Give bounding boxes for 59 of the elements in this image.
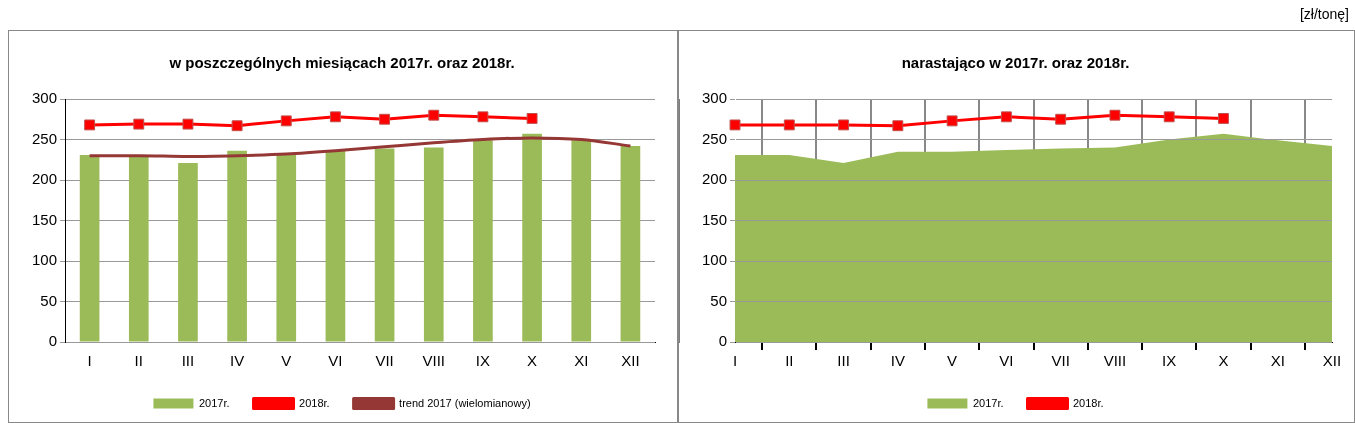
bar — [178, 162, 198, 342]
y-tick-label: 150 — [32, 210, 58, 228]
text: [zł/tonę] — [1299, 6, 1349, 22]
x-tick-label: IV — [230, 352, 245, 370]
y-tick-label: 0 — [48, 332, 58, 350]
x-tick-label: X — [1218, 352, 1229, 370]
legend-label: 2018r. — [1073, 396, 1104, 409]
x-tick-label: XI — [574, 352, 589, 370]
x-tick-label: VIII — [422, 352, 446, 370]
x-tick-label: I — [87, 352, 92, 370]
bar — [473, 140, 493, 342]
x-tick-label: II — [785, 352, 794, 370]
x-tick-label: X — [527, 352, 538, 370]
y-tick-label: 300 — [32, 89, 58, 107]
x-tick-label: V — [947, 352, 958, 370]
x-tick-label: II — [134, 352, 143, 370]
x-tick-label: I — [732, 352, 738, 370]
bar — [128, 155, 149, 342]
x-tick-label: III — [837, 352, 850, 370]
x-tick-label: III — [181, 352, 195, 370]
x-tick-label: VIII — [1103, 352, 1127, 370]
y-tick-label: 150 — [702, 210, 728, 228]
bar — [571, 140, 592, 342]
y-tick-label: 100 — [32, 251, 58, 269]
x-tick-label: V — [281, 352, 292, 370]
line-series — [88, 136, 632, 159]
bar — [276, 154, 297, 342]
y-tick-label: 200 — [702, 170, 728, 188]
bar — [79, 154, 100, 342]
x-tick-label: VII — [1051, 352, 1070, 370]
y-tick-label: 250 — [702, 129, 728, 147]
y-tick-label: 300 — [702, 89, 728, 107]
y-tick-label: 250 — [32, 129, 58, 147]
x-tick-label: IV — [890, 352, 905, 370]
legend-label: 2018r. — [299, 396, 330, 409]
legend-label: trend 2017 (wielomianowy) — [399, 396, 531, 409]
bar — [423, 147, 444, 342]
bar — [325, 150, 346, 342]
x-tick-label: VI — [999, 352, 1014, 370]
bar — [374, 148, 395, 342]
x-tick-label: VI — [328, 352, 343, 370]
legend-label: 2017r. — [198, 396, 230, 409]
y-tick-label: 100 — [702, 251, 728, 269]
chart-title: w poszczególnych miesiącach 2017r. oraz 2018r. — [168, 54, 515, 72]
y-tick-label: 0 — [718, 332, 728, 350]
bar — [620, 145, 641, 342]
x-tick-label: XII — [621, 352, 640, 370]
x-tick-label: IX — [1162, 352, 1177, 370]
chart-title: narastająco w 2017r. oraz 2018r. — [901, 54, 1130, 72]
x-tick-label: IX — [475, 352, 491, 370]
y-tick-label: 50 — [710, 291, 728, 309]
y-tick-label: 50 — [40, 291, 58, 309]
legend-label: 2017r. — [972, 396, 1004, 409]
x-tick-label: VII — [375, 352, 394, 370]
bar — [522, 133, 542, 342]
x-tick-label: XI — [1270, 352, 1285, 370]
y-tick-label: 200 — [32, 170, 58, 188]
bar — [227, 150, 247, 342]
x-tick-label: XII — [1322, 352, 1342, 370]
